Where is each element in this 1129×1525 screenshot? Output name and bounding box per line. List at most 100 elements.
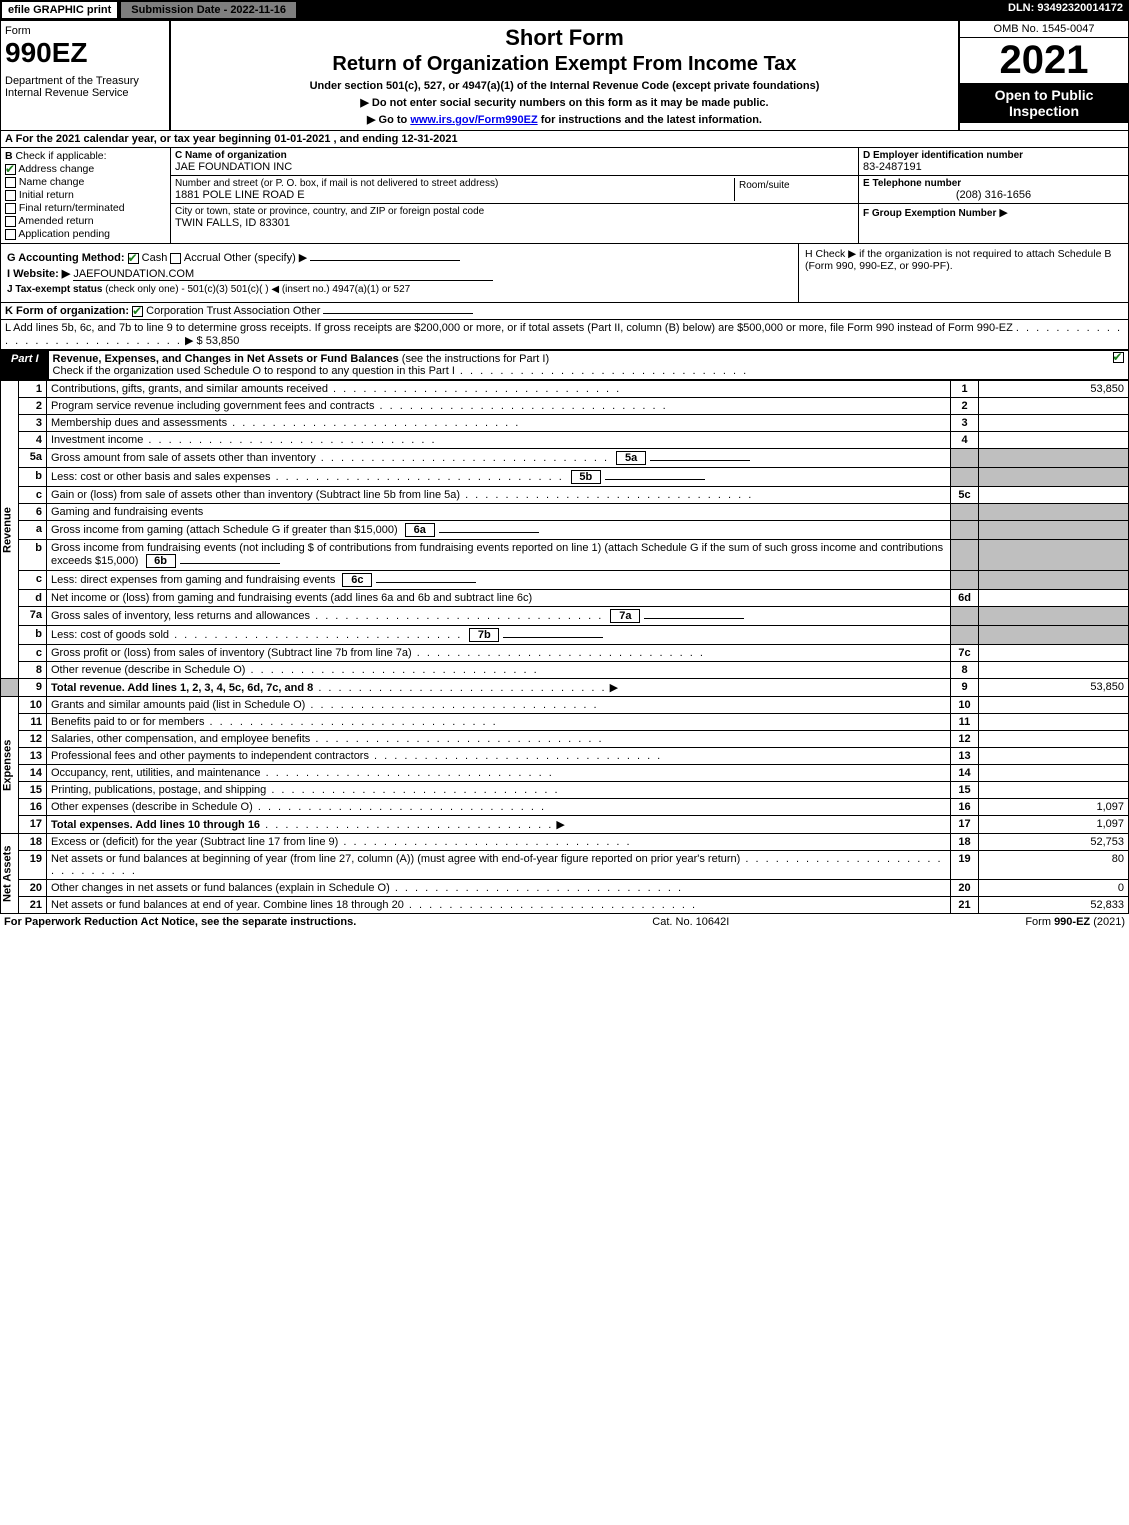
b-opt-3: Final return/terminated	[19, 202, 125, 214]
box-6b: 6b	[146, 554, 176, 568]
g-cash: Cash	[142, 252, 168, 264]
b-opt-4: Amended return	[18, 215, 93, 227]
ln-18-no: 18	[951, 834, 979, 851]
ln-5c-no: 5c	[951, 487, 979, 504]
ln-6c-shade	[951, 571, 979, 590]
website[interactable]: JAEFOUNDATION.COM	[73, 268, 493, 281]
b-opt-1: Name change	[19, 176, 84, 188]
ln-20-amt: 0	[979, 880, 1129, 897]
ln-17-no: 17	[951, 816, 979, 834]
ln-13-txt: Professional fees and other payments to …	[47, 748, 951, 765]
ln-21-txt: Net assets or fund balances at end of ye…	[47, 897, 951, 914]
ln-10-amt	[979, 697, 1129, 714]
section-a-text: For the 2021 calendar year, or tax year …	[16, 133, 458, 145]
c-city-label: City or town, state or province, country…	[175, 206, 854, 217]
g-other-blank[interactable]	[310, 260, 460, 261]
ln-13-no: 13	[951, 748, 979, 765]
section-b: B Check if applicable: Address change Na…	[1, 148, 171, 243]
rev-gap	[1, 679, 19, 697]
ln-9-amt: 53,850	[979, 679, 1129, 697]
org-street: 1881 POLE LINE ROAD E	[175, 189, 734, 201]
check-application-pending[interactable]	[5, 229, 16, 240]
section-h: H Check ▶ if the organization is not req…	[798, 244, 1128, 302]
title-1: Short Form	[175, 25, 954, 51]
k-options: Corporation Trust Association Other	[143, 305, 320, 317]
section-k: K Form of organization: Corporation Trus…	[0, 303, 1129, 320]
ln-18-txt: Excess or (deficit) for the year (Subtra…	[47, 834, 951, 851]
box-5a: 5a	[616, 451, 646, 465]
check-accrual[interactable]	[170, 253, 181, 264]
ln-19-no: 19	[951, 851, 979, 880]
ln-6c-shade2	[979, 571, 1129, 590]
c-name-label: C Name of organization	[175, 150, 854, 161]
ln-6d-no: 6d	[951, 590, 979, 607]
efile-print[interactable]: efile GRAPHIC print	[0, 0, 119, 20]
check-amended-return[interactable]	[5, 216, 16, 227]
ln-1-no: 1	[951, 381, 979, 398]
section-ghij: G Accounting Method: Cash Accrual Other …	[0, 244, 1129, 303]
part-i-header: Part I Revenue, Expenses, and Changes in…	[0, 350, 1129, 380]
title-2: Return of Organization Exempt From Incom…	[175, 53, 954, 76]
check-address-change[interactable]	[5, 164, 16, 175]
ln-19-amt: 80	[979, 851, 1129, 880]
ln-6: 6	[19, 504, 47, 521]
ln-13: 13	[19, 748, 47, 765]
ln-6a-shade	[951, 521, 979, 540]
ln-5a-txt: Gross amount from sale of assets other t…	[47, 449, 951, 468]
page-footer: For Paperwork Reduction Act Notice, see …	[0, 914, 1129, 930]
ln-4-txt: Investment income	[47, 432, 951, 449]
ln-7b-shade	[951, 626, 979, 645]
f-arrow: ▶	[999, 207, 1007, 219]
irs-link[interactable]: www.irs.gov/Form990EZ	[410, 114, 537, 126]
ln-4-no: 4	[951, 432, 979, 449]
subtitle: Under section 501(c), 527, or 4947(a)(1)…	[175, 80, 954, 92]
ln-7c-txt: Gross profit or (loss) from sales of inv…	[47, 645, 951, 662]
ln-6d-amt	[979, 590, 1129, 607]
ln-10: 10	[19, 697, 47, 714]
check-initial-return[interactable]	[5, 190, 16, 201]
box-7b: 7b	[469, 628, 499, 642]
ln-20-no: 20	[951, 880, 979, 897]
ein: 83-2487191	[863, 161, 1124, 173]
section-def: D Employer identification number 83-2487…	[858, 148, 1128, 243]
note-1: ▶ Do not enter social security numbers o…	[175, 96, 954, 109]
ln-6b-shade	[951, 540, 979, 571]
g-accrual: Accrual	[184, 252, 221, 264]
ln-16: 16	[19, 799, 47, 816]
box-6a: 6a	[405, 523, 435, 537]
ln-6-txt: Gaming and fundraising events	[47, 504, 951, 521]
e-label: E Telephone number	[863, 178, 1124, 189]
ln-14: 14	[19, 765, 47, 782]
check-schedule-o[interactable]	[1113, 352, 1124, 363]
net-assets-side-label: Net Assets	[1, 834, 19, 914]
note-2-prefix: ▶ Go to	[367, 114, 410, 126]
ln-14-amt	[979, 765, 1129, 782]
ln-17-txt: Total expenses. Add lines 10 through 16 …	[47, 816, 951, 834]
department: Department of the Treasury Internal Reve…	[5, 75, 165, 99]
ln-8: 8	[19, 662, 47, 679]
ln-17-amt: 1,097	[979, 816, 1129, 834]
section-a: A For the 2021 calendar year, or tax yea…	[0, 131, 1129, 148]
ln-9-no: 9	[951, 679, 979, 697]
ln-16-amt: 1,097	[979, 799, 1129, 816]
b-opt-0: Address change	[18, 163, 94, 175]
l-value: 53,850	[206, 335, 240, 347]
check-name-change[interactable]	[5, 177, 16, 188]
check-final-return[interactable]	[5, 203, 16, 214]
ln-6d-txt: Net income or (loss) from gaming and fun…	[47, 590, 951, 607]
k-other-blank[interactable]	[323, 313, 473, 314]
ln-20-txt: Other changes in net assets or fund bala…	[47, 880, 951, 897]
b-opt-5: Application pending	[18, 228, 110, 240]
footer-left: For Paperwork Reduction Act Notice, see …	[4, 916, 356, 928]
header-mid: Short Form Return of Organization Exempt…	[171, 21, 958, 130]
ln-7a-shade2	[979, 607, 1129, 626]
check-corporation[interactable]	[132, 306, 143, 317]
ln-21-amt: 52,833	[979, 897, 1129, 914]
check-cash[interactable]	[128, 253, 139, 264]
ln-2: 2	[19, 398, 47, 415]
ln-5b: b	[19, 468, 47, 487]
d-label: D Employer identification number	[863, 150, 1124, 161]
part-i-sub: (see the instructions for Part I)	[402, 353, 549, 365]
header-right: OMB No. 1545-0047 2021 Open to Public In…	[958, 21, 1128, 130]
box-5b: 5b	[571, 470, 601, 484]
